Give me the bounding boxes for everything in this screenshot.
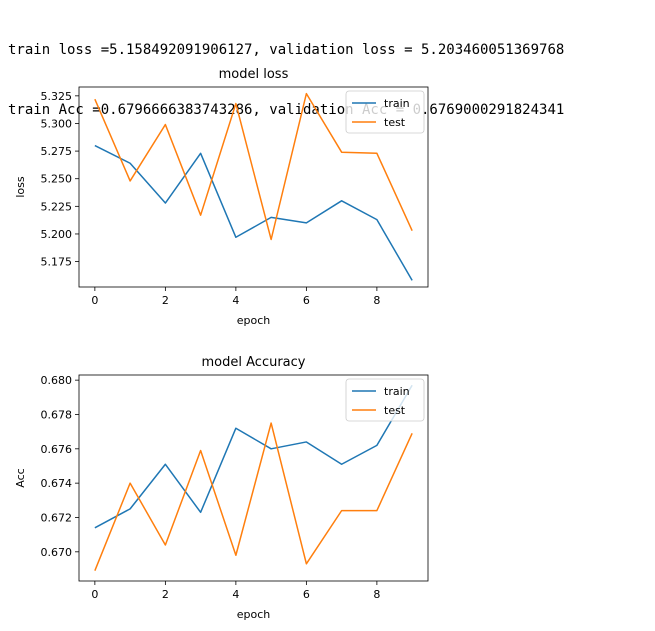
loss-x-tick-label: 2 [162, 294, 169, 307]
acc-series-test-line [94, 422, 413, 571]
loss-y-tick-label: 5.300 [41, 117, 73, 130]
loss-x-tick-label: 8 [373, 294, 380, 307]
acc-x-axis-label: epoch [237, 608, 271, 621]
loss-series-test-line [94, 92, 413, 241]
loss-plot-frame [78, 86, 429, 288]
accuracy-chart: model Accuracy 0 2 4 6 8 0.670 0.672 0.674 0.676 0… [14, 355, 429, 621]
acc-x-tick-label: 4 [232, 588, 239, 601]
loss-legend-label-train: train [384, 97, 410, 110]
acc-plot-frame [78, 374, 429, 582]
loss-x-axis-label: epoch [237, 314, 271, 327]
acc-chart-title: model Accuracy [202, 355, 306, 370]
acc-series-train-line [94, 384, 413, 529]
acc-x-tick-label: 8 [373, 588, 380, 601]
loss-x-tick-label: 0 [91, 294, 98, 307]
output-log: train loss =5.158492091906127, validatio… [8, 0, 564, 140]
acc-y-tick-label: 0.672 [41, 511, 73, 524]
acc-x-tick-label: 2 [162, 588, 169, 601]
acc-x-tick-label: 6 [303, 588, 310, 601]
loss-chart: model loss 0 2 4 6 8 5.175 5.200 5.225 5.250 5.275… [14, 67, 429, 327]
loss-chart-title: model loss [219, 67, 289, 82]
acc-y-tick-label: 0.678 [41, 408, 73, 421]
acc-y-axis-label: Acc [14, 468, 27, 487]
acc-y-tick-label: 0.674 [41, 477, 73, 490]
loss-series-train-line [94, 144, 413, 281]
loss-x-tick-label: 6 [303, 294, 310, 307]
loss-legend-label-test: test [384, 116, 406, 129]
loss-x-tick-label: 4 [232, 294, 239, 307]
loss-y-axis-label: loss [14, 176, 27, 198]
loss-y-tick-label: 5.250 [41, 173, 73, 186]
acc-legend-label-test: test [384, 404, 406, 417]
loss-y-tick-label: 5.200 [41, 228, 73, 241]
acc-y-tick-label: 0.676 [41, 443, 73, 456]
acc-y-tick-label: 0.680 [41, 374, 73, 387]
log-line-loss: train loss =5.158492091906127, validatio… [8, 42, 565, 58]
loss-y-tick-label: 5.275 [41, 145, 73, 158]
acc-x-tick-label: 0 [91, 588, 98, 601]
loss-y-tick-label: 5.225 [41, 200, 73, 213]
acc-legend-label-train: train [384, 385, 410, 398]
loss-y-tick-label: 5.175 [41, 256, 73, 269]
acc-y-tick-label: 0.670 [41, 546, 73, 559]
loss-y-tick-label: 5.325 [41, 90, 73, 103]
